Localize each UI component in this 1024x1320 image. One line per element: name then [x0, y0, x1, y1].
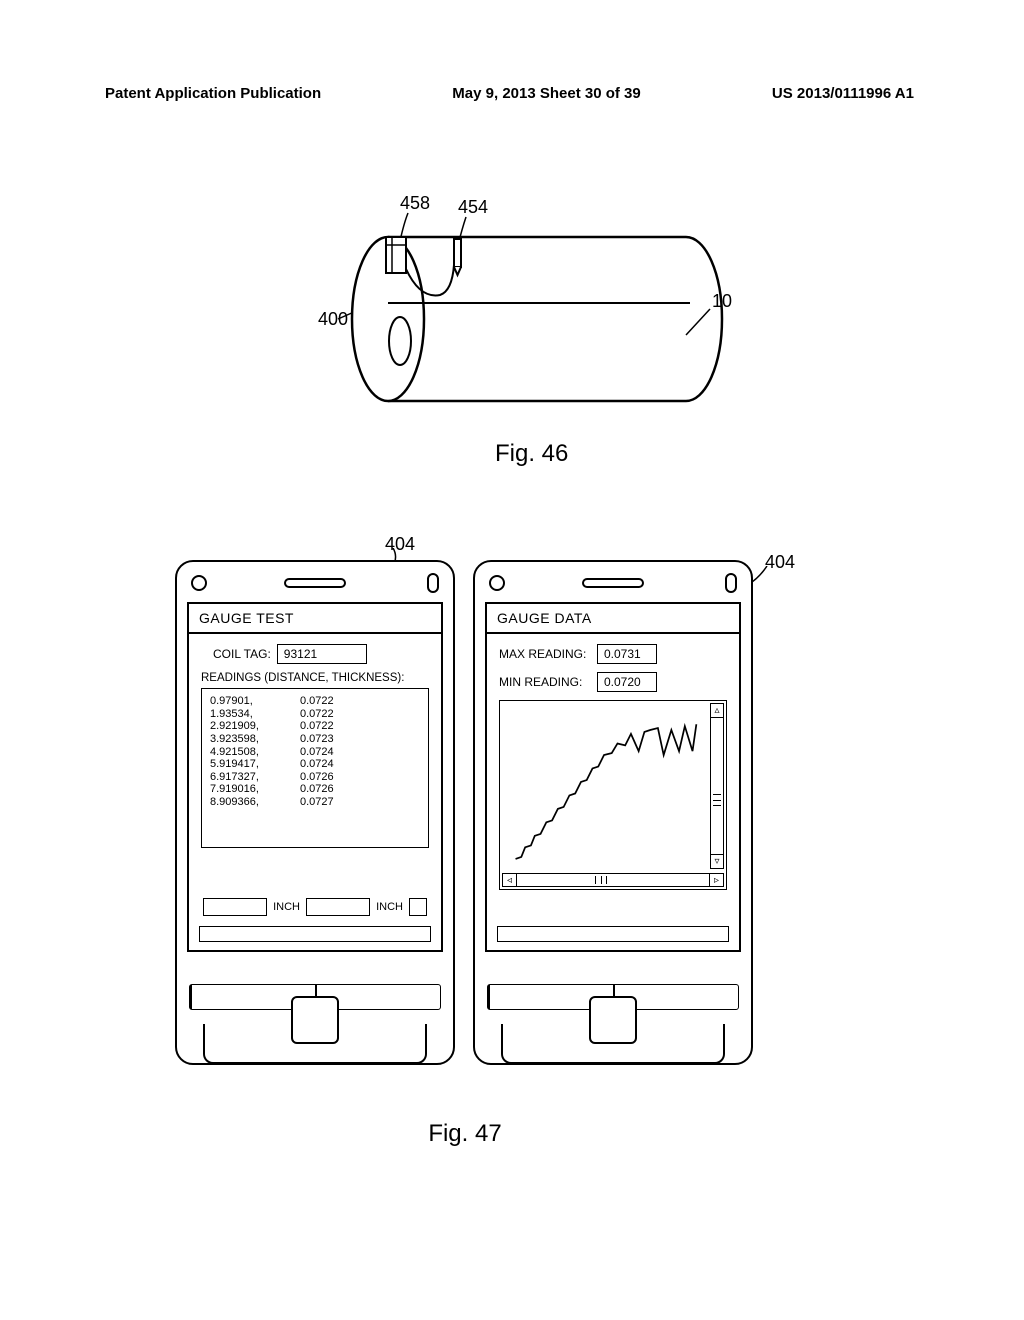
sensor-icon	[427, 573, 439, 593]
phone-top-bar	[177, 572, 453, 594]
unit-row: INCH INCH	[203, 898, 427, 916]
screen-title-right: GAUGE DATA	[487, 604, 739, 634]
unit-action-button[interactable]	[409, 898, 427, 916]
screen-right: GAUGE DATA MAX READING: 0.0731 MIN READI…	[485, 602, 741, 952]
horizontal-scrollbar[interactable]: ◃ ▹	[502, 873, 724, 887]
min-reading-value[interactable]: 0.0720	[597, 672, 657, 692]
header-mid: May 9, 2013 Sheet 30 of 39	[452, 85, 640, 102]
scroll-right-icon[interactable]: ▹	[709, 874, 723, 886]
gauge-chart	[504, 705, 706, 869]
reading-row: 7.919016,0.0726	[210, 783, 420, 796]
readings-label: READINGS (DISTANCE, THICKNESS):	[201, 672, 429, 684]
header-left: Patent Application Publication	[105, 85, 321, 102]
phone-bottom-right	[475, 978, 751, 1063]
reading-row: 2.921909,0.0722	[210, 720, 420, 733]
min-reading-label: MIN READING:	[499, 675, 591, 689]
phone-right: GAUGE DATA MAX READING: 0.0731 MIN READI…	[473, 560, 753, 1065]
scroll-left-icon[interactable]: ◃	[503, 874, 517, 886]
ref-400: 400	[318, 309, 348, 329]
sensor-icon	[725, 573, 737, 593]
phone-bottom-left	[177, 978, 453, 1063]
scroll-down-icon[interactable]: ▿	[711, 854, 723, 868]
max-reading-value[interactable]: 0.0731	[597, 644, 657, 664]
figure-47: 404 404 GAUGE TEST COIL TAG: 93121 READI…	[175, 560, 755, 1065]
ref-458: 458	[400, 195, 430, 213]
page-header: Patent Application Publication May 9, 20…	[0, 85, 1024, 102]
home-button[interactable]	[291, 996, 339, 1044]
coil-drawing: 458 454 400 10	[300, 195, 740, 425]
coil-tag-label: COIL TAG:	[213, 647, 271, 661]
chart-area: ▵ ▿ ◃ ▹	[499, 700, 727, 890]
phone-left: GAUGE TEST COIL TAG: 93121 READINGS (DIS…	[175, 560, 455, 1065]
figure-47-label: Fig. 47	[428, 1120, 501, 1148]
reading-row: 8.909366,0.0727	[210, 796, 420, 809]
scroll-up-icon[interactable]: ▵	[711, 704, 723, 718]
coil-tag-input[interactable]: 93121	[277, 644, 367, 664]
bottom-field[interactable]	[199, 926, 431, 942]
reading-row: 1.93534,0.0722	[210, 708, 420, 721]
unit-label-1: INCH	[273, 901, 300, 913]
camera-icon	[191, 575, 207, 591]
speaker-icon	[284, 578, 346, 588]
vertical-scrollbar[interactable]: ▵ ▿	[710, 703, 724, 869]
max-reading-label: MAX READING:	[499, 647, 591, 661]
reading-row: 0.97901,0.0722	[210, 695, 420, 708]
ref-454: 454	[458, 197, 488, 217]
reading-row: 3.923598,0.0723	[210, 733, 420, 746]
reading-row: 6.917327,0.0726	[210, 771, 420, 784]
unit-input-1[interactable]	[203, 898, 267, 916]
speaker-icon	[582, 578, 644, 588]
reading-row: 4.921508,0.0724	[210, 746, 420, 759]
unit-input-2[interactable]	[306, 898, 370, 916]
screen-title-left: GAUGE TEST	[189, 604, 441, 634]
home-button[interactable]	[589, 996, 637, 1044]
figure-46: 458 454 400 10 Fig. 46	[300, 195, 740, 430]
phone-top-bar	[475, 572, 751, 594]
camera-icon	[489, 575, 505, 591]
header-right: US 2013/0111996 A1	[772, 85, 914, 102]
readings-listbox[interactable]: 0.97901,0.07221.93534,0.07222.921909,0.0…	[201, 688, 429, 848]
reading-row: 5.919417,0.0724	[210, 758, 420, 771]
unit-label-2: INCH	[376, 901, 403, 913]
figure-46-label: Fig. 46	[495, 440, 568, 468]
screen-left: GAUGE TEST COIL TAG: 93121 READINGS (DIS…	[187, 602, 443, 952]
bottom-field[interactable]	[497, 926, 729, 942]
